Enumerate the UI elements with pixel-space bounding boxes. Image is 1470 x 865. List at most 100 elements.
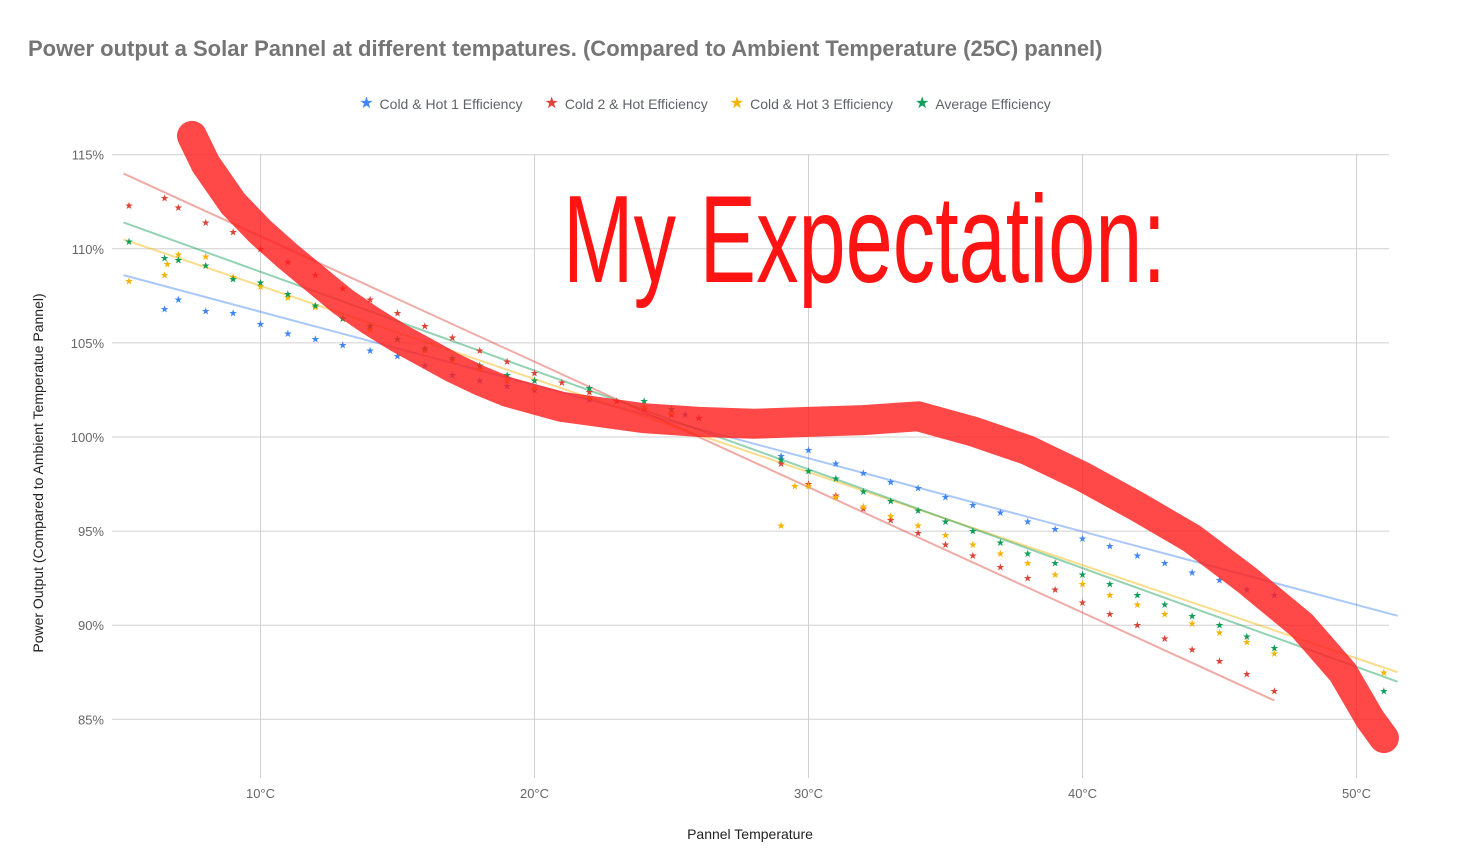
data-point: ★ <box>1051 525 1060 536</box>
y-tick-label: 95% <box>78 524 104 539</box>
data-point: ★ <box>1242 670 1251 681</box>
data-point: ★ <box>1379 687 1388 698</box>
data-point: ★ <box>777 455 786 466</box>
data-point: ★ <box>1270 687 1279 698</box>
y-tick-label: 115% <box>72 148 105 163</box>
data-point: ★ <box>886 512 895 523</box>
data-point: ★ <box>914 521 923 532</box>
star-marker-icon: ★ <box>915 95 930 112</box>
data-point: ★ <box>174 295 183 306</box>
data-point: ★ <box>1160 600 1169 611</box>
data-point: ★ <box>914 506 923 517</box>
data-point: ★ <box>1078 570 1087 581</box>
data-point: ★ <box>201 306 210 317</box>
data-point: ★ <box>941 530 950 541</box>
data-point: ★ <box>1105 591 1114 602</box>
y-tick-label: 105% <box>71 336 105 351</box>
y-tick-label: 110% <box>72 242 105 257</box>
data-point: ★ <box>1105 542 1114 553</box>
expectation-curve-path <box>177 120 1399 754</box>
data-point: ★ <box>1215 628 1224 639</box>
data-point: ★ <box>1105 579 1114 590</box>
data-point: ★ <box>366 346 375 357</box>
data-point: ★ <box>1160 634 1169 645</box>
data-point: ★ <box>968 540 977 551</box>
data-point: ★ <box>1379 668 1388 679</box>
data-point: ★ <box>557 378 566 389</box>
x-tick-label: 50°C <box>1342 786 1371 801</box>
data-point: ★ <box>393 352 402 363</box>
data-point: ★ <box>1188 568 1197 579</box>
data-point: ★ <box>1023 574 1032 585</box>
data-point: ★ <box>229 273 238 284</box>
expectation-annotation: My Expectation: <box>563 171 1166 309</box>
data-point: ★ <box>174 203 183 214</box>
data-point: ★ <box>996 562 1005 573</box>
data-point: ★ <box>229 308 238 319</box>
x-tick-label: 30°C <box>794 786 823 801</box>
legend-item-series-2[interactable]: ★ Cold 2 & Hot Efficiency <box>544 96 708 113</box>
data-point: ★ <box>201 252 210 263</box>
data-point: ★ <box>1133 600 1142 611</box>
data-point: ★ <box>804 466 813 477</box>
data-point: ★ <box>996 508 1005 519</box>
legend-label: Cold & Hot 3 Efficiency <box>750 96 893 112</box>
expectation-curve <box>177 120 1399 754</box>
legend-item-series-1[interactable]: ★ Cold & Hot 1 Efficiency <box>359 95 523 113</box>
data-point: ★ <box>941 493 950 504</box>
data-point: ★ <box>859 504 868 515</box>
legend-item-series-4[interactable]: ★ Average Efficiency <box>915 95 1051 113</box>
data-point: ★ <box>160 193 169 204</box>
data-point: ★ <box>229 274 238 285</box>
data-point: ★ <box>777 459 786 470</box>
data-point: ★ <box>160 254 169 265</box>
data-point: ★ <box>790 481 799 492</box>
data-point: ★ <box>859 502 868 513</box>
data-point: ★ <box>256 320 265 331</box>
data-point: ★ <box>1051 585 1060 596</box>
data-point: ★ <box>941 540 950 551</box>
x-tick-label: 40°C <box>1068 786 1097 801</box>
chart-title: Power output a Solar Pannel at different… <box>28 36 1103 61</box>
trendline <box>123 274 1398 617</box>
data-point: ★ <box>124 237 133 248</box>
data-point: ★ <box>804 446 813 457</box>
data-point: ★ <box>1078 534 1087 545</box>
data-point: ★ <box>1133 591 1142 602</box>
data-point: ★ <box>1188 619 1197 630</box>
legend-item-series-3[interactable]: ★ Cold & Hot 3 Efficiency <box>729 95 893 113</box>
star-marker-icon: ★ <box>729 95 745 112</box>
data-point: ★ <box>1215 621 1224 632</box>
data-point: ★ <box>311 301 320 312</box>
data-point: ★ <box>174 250 183 261</box>
data-point: ★ <box>831 474 840 485</box>
data-point: ★ <box>1188 611 1197 622</box>
data-point: ★ <box>968 551 977 562</box>
data-point: ★ <box>968 527 977 538</box>
data-point: ★ <box>201 261 210 272</box>
data-point: ★ <box>585 384 594 395</box>
data-point: ★ <box>914 483 923 494</box>
data-point: ★ <box>1023 549 1032 560</box>
data-point: ★ <box>338 340 347 351</box>
data-point: ★ <box>914 528 923 539</box>
data-point: ★ <box>831 459 840 470</box>
data-point: ★ <box>160 271 169 282</box>
data-point: ★ <box>229 227 238 238</box>
legend-label: Cold 2 & Hot Efficiency <box>564 96 708 112</box>
data-point: ★ <box>996 549 1005 560</box>
x-axis-title: Pannel Temperature <box>687 826 813 842</box>
data-point: ★ <box>831 493 840 504</box>
data-point: ★ <box>1051 570 1060 581</box>
legend-label: Average Efficiency <box>935 96 1051 112</box>
data-point: ★ <box>804 480 813 491</box>
data-point: ★ <box>1160 559 1169 570</box>
data-point: ★ <box>124 201 133 212</box>
data-point: ★ <box>201 218 210 229</box>
data-point: ★ <box>1133 551 1142 562</box>
star-marker-icon: ★ <box>359 95 374 112</box>
data-point: ★ <box>475 346 484 357</box>
data-point: ★ <box>1105 609 1114 620</box>
legend-label: Cold & Hot 1 Efficiency <box>379 96 523 112</box>
